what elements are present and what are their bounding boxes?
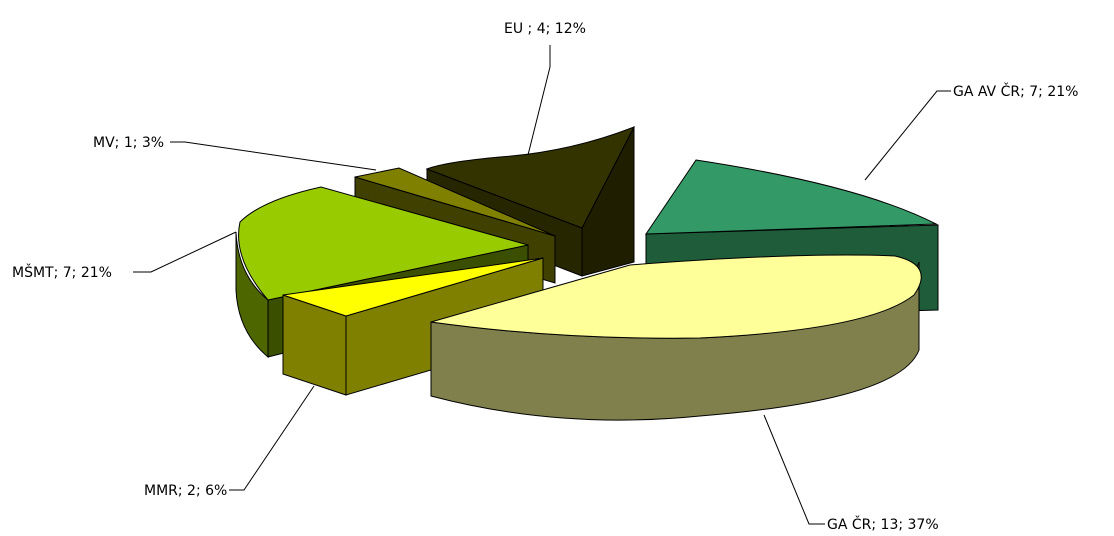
leader-mmr <box>229 385 315 491</box>
leader-gaavcr <box>864 90 951 181</box>
leader-eu <box>527 45 551 156</box>
pie-slices <box>235 126 939 421</box>
data-label-gacr: GA ČR; 13; 37% <box>827 515 939 533</box>
slice-msmt-top <box>238 186 529 301</box>
slice-gacr <box>430 254 922 421</box>
leader-lines <box>133 45 951 525</box>
data-label-mmr: MMR; 2; 6% <box>144 483 227 499</box>
data-labels: EU ; 4; 12% GA AV ČR; 7; 21% GA ČR; 13; … <box>12 21 1078 533</box>
slice-mv-top <box>354 167 556 237</box>
leader-gacr <box>763 414 825 525</box>
data-label-eu: EU ; 4; 12% <box>504 21 586 37</box>
data-label-msmt: MŠMT; 7; 21% <box>12 263 112 281</box>
slice-gacr-top <box>430 254 922 339</box>
slice-eu-top <box>425 126 636 229</box>
slice-mmr-top <box>282 257 544 317</box>
leader-mv <box>170 141 377 171</box>
slice-gaavcr-top <box>645 159 938 235</box>
data-label-mv: MV; 1; 3% <box>93 135 164 151</box>
leader-msmt <box>133 231 237 273</box>
data-label-gaavcr: GA AV ČR; 7; 21% <box>953 82 1078 100</box>
